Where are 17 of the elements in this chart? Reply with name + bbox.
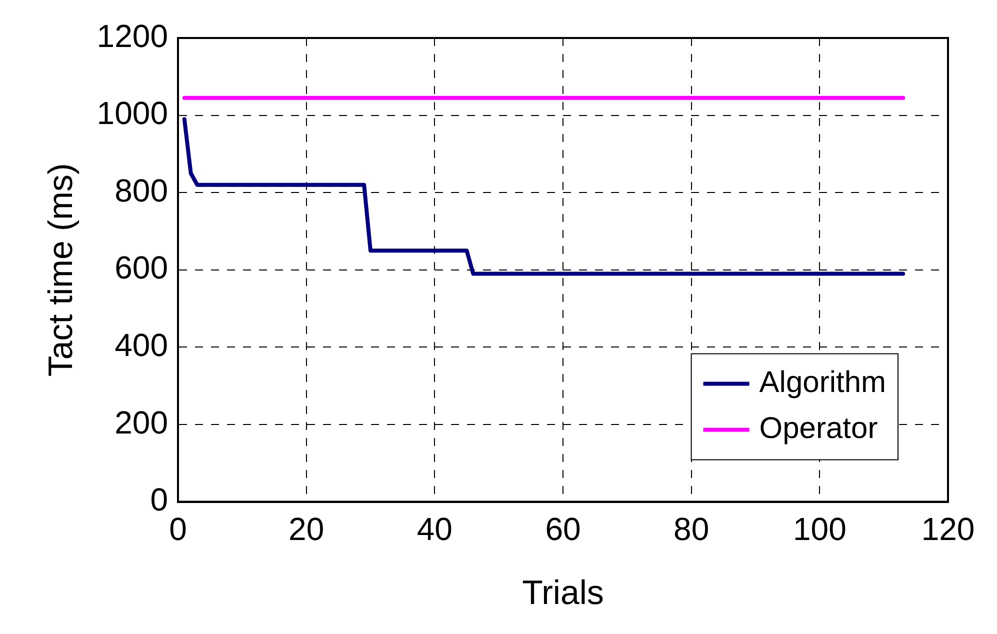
x-tick-label: 100 [792, 510, 846, 547]
y-tick-label: 600 [114, 250, 168, 286]
x-tick-label: 80 [674, 510, 710, 547]
y-tick-label: 200 [114, 404, 168, 440]
x-tick-label: 120 [921, 510, 975, 547]
x-tick-label: 60 [545, 510, 581, 547]
y-tick-label: 1200 [96, 18, 168, 54]
x-axis-title: Trials [522, 574, 604, 612]
y-tick-label: 400 [114, 327, 168, 364]
x-tick-label: 40 [416, 510, 452, 547]
y-tick-label: 0 [150, 482, 168, 518]
legend-label: Operator [759, 412, 878, 446]
y-axis-title: Tact time (ms) [42, 163, 80, 377]
x-tick-label: 20 [288, 510, 324, 547]
legend-label: Algorithm [759, 366, 886, 400]
y-tick-label: 1000 [96, 95, 168, 132]
y-tick-label: 800 [114, 172, 168, 208]
